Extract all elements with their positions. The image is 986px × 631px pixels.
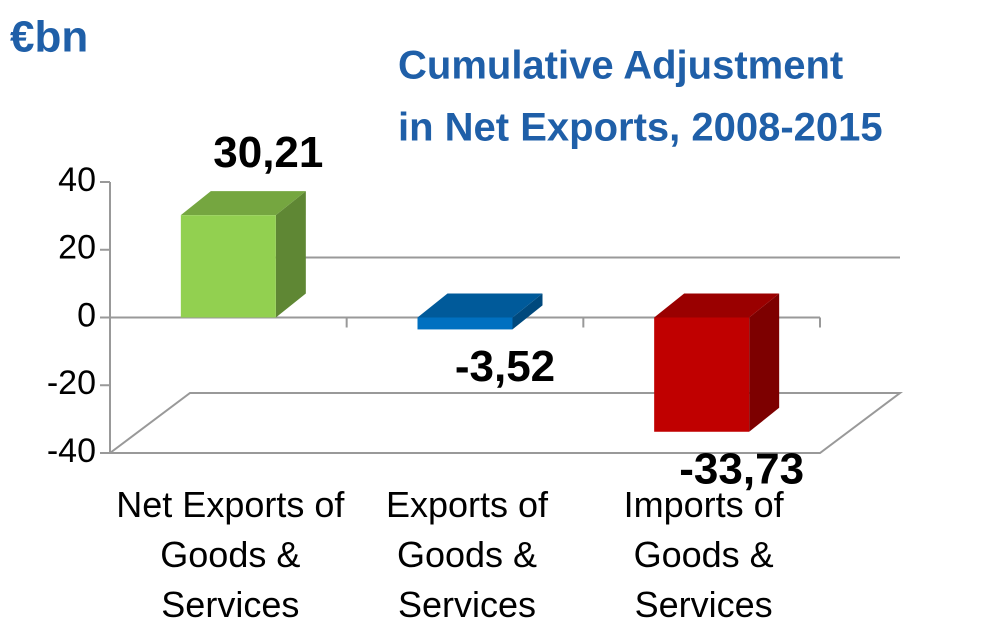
y-tick-label: -40 xyxy=(47,432,96,470)
x-tick-label: Net Exports of Goods & Services xyxy=(116,484,345,625)
y-tick-label: 0 xyxy=(77,296,96,334)
value-label: -3,52 xyxy=(455,342,555,391)
y-tick-label: 40 xyxy=(58,161,96,199)
y-tick-label: -20 xyxy=(47,364,96,402)
bar-top xyxy=(654,293,780,318)
floor xyxy=(107,392,903,454)
bar xyxy=(180,215,276,318)
bar xyxy=(654,317,750,432)
value-label: -33,73 xyxy=(679,444,804,493)
unit-label: €bn xyxy=(10,13,88,62)
bar-side xyxy=(749,293,780,432)
bar-top xyxy=(417,293,543,318)
bar-side xyxy=(275,191,306,318)
chart-title: Cumulative Adjustment xyxy=(398,44,843,88)
y-tick-label: 20 xyxy=(58,229,96,267)
x-tick-label: Exports of Goods & Services xyxy=(385,484,549,625)
chart-title: in Net Exports, 2008-2015 xyxy=(398,106,883,150)
bar-top xyxy=(180,191,306,216)
value-label: 30,21 xyxy=(213,128,323,177)
bar xyxy=(417,317,513,330)
x-tick-label: Imports of Goods & Services xyxy=(623,484,784,625)
bar-side xyxy=(512,293,543,330)
